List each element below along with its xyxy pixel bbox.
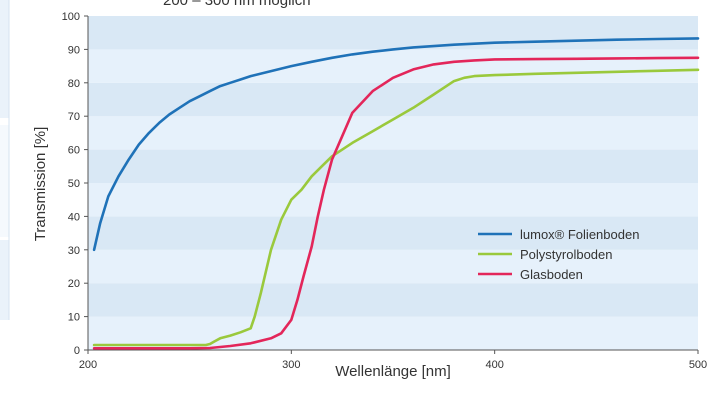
x-axis-label: Wellenlänge [nm] xyxy=(335,363,451,380)
y-tick-label: 10 xyxy=(68,312,80,324)
y-tick-labels: 0 10 20 30 40 50 60 70 80 90 100 xyxy=(62,11,88,357)
legend-label: Glasboden xyxy=(520,267,583,282)
y-tick-label: 0 xyxy=(74,345,80,357)
left-panel-fragment-mid xyxy=(0,125,9,237)
header-fragment-text: 200 – 300 nm möglich xyxy=(163,0,311,9)
grid-band xyxy=(88,283,698,316)
y-tick-label: 40 xyxy=(68,211,80,223)
y-tick-label: 90 xyxy=(68,44,80,56)
grid-band xyxy=(88,183,698,216)
grid-band xyxy=(88,150,698,183)
y-tick-label: 50 xyxy=(68,178,80,190)
left-panel-fragment-top xyxy=(0,0,9,118)
grid-band xyxy=(88,116,698,149)
legend-label: lumox® Folienboden xyxy=(520,227,639,242)
y-axis-label: Transmission [%] xyxy=(32,127,49,241)
x-tick-label: 200 xyxy=(79,359,97,371)
x-tick-label: 400 xyxy=(485,359,503,371)
x-tick-label: 500 xyxy=(689,359,707,371)
grid-band xyxy=(88,16,698,49)
left-panel-fragment-bottom xyxy=(0,240,9,320)
plot-background-bands xyxy=(88,16,698,350)
grid-band xyxy=(88,83,698,116)
y-tick-label: 70 xyxy=(68,111,80,123)
y-tick-label: 100 xyxy=(62,11,80,23)
y-tick-label: 80 xyxy=(68,78,80,90)
y-tick-label: 20 xyxy=(68,278,80,290)
y-tick-label: 30 xyxy=(68,245,80,257)
x-tick-label: 300 xyxy=(282,359,300,371)
y-tick-label: 60 xyxy=(68,145,80,157)
legend-label: Polystyrolboden xyxy=(520,247,613,262)
